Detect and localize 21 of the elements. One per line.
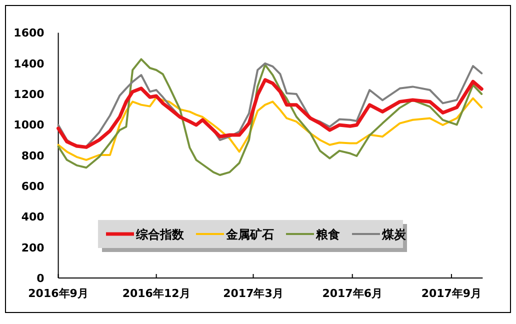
y-tick-label: 1000: [14, 118, 45, 132]
y-tick-label: 1200: [14, 88, 45, 102]
legend-label: 煤炭: [381, 228, 407, 242]
line-series: [57, 58, 483, 176]
line-series: [57, 96, 483, 161]
legend-label: 粮食: [315, 228, 340, 242]
x-tick-label: 2017年3月: [223, 287, 284, 300]
y-tick-label: 800: [21, 149, 45, 162]
legend-label: 金属矿石: [225, 228, 274, 242]
y-tick-label: 1400: [14, 57, 45, 70]
y-tick-label: 200: [21, 241, 45, 254]
line-series: [56, 78, 484, 149]
legend-label: 综合指数: [135, 228, 185, 242]
x-tick-label: 2017年6月: [322, 287, 383, 300]
x-tick-label: 2017年9月: [421, 287, 482, 300]
x-tick-label: 2016年12月: [122, 287, 190, 300]
y-tick-label: 400: [21, 210, 45, 224]
x-tick-label: 2016年9月: [28, 287, 88, 300]
y-tick-label: 600: [21, 180, 45, 194]
y-tick-label: 1600: [14, 26, 45, 40]
y-tick-label: 0: [36, 272, 45, 285]
